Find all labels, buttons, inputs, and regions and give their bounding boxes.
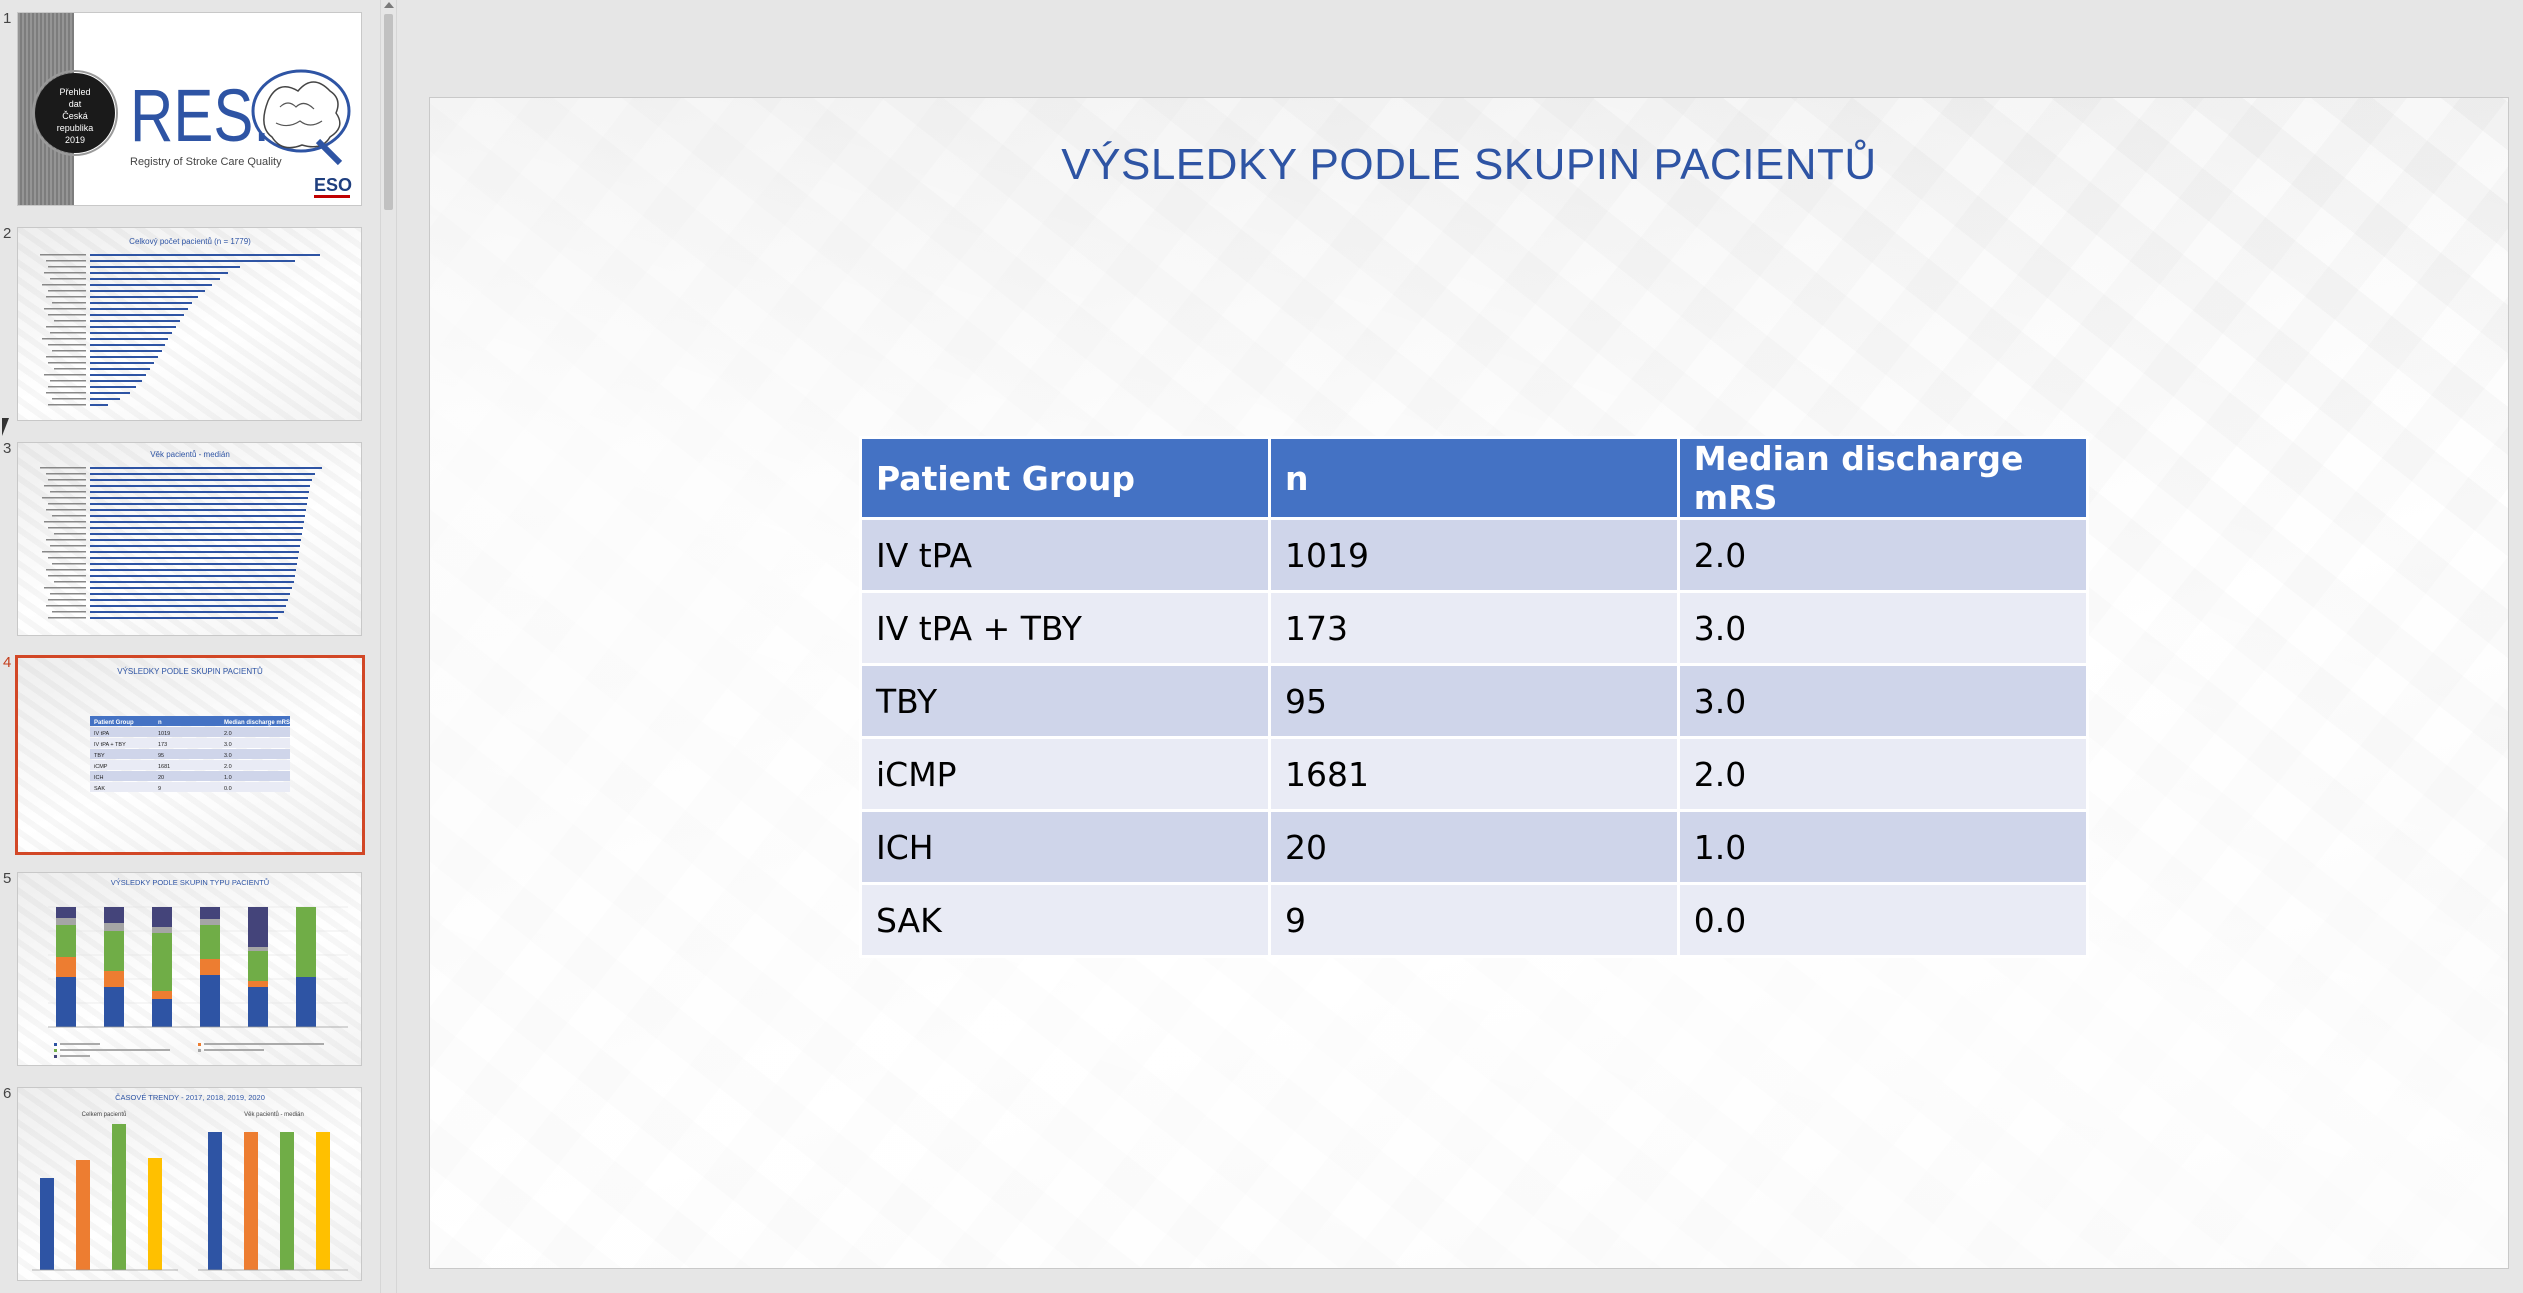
scroll-up-arrow-icon[interactable] bbox=[384, 2, 394, 8]
table-cell[interactable]: 173 bbox=[1268, 590, 1680, 666]
table-cell[interactable]: 2.0 bbox=[1676, 517, 2090, 593]
mouse-cursor bbox=[2, 418, 9, 436]
scrollbar-thumb[interactable] bbox=[384, 14, 393, 210]
table-cell[interactable]: 0.0 bbox=[1676, 882, 2090, 958]
slide-thumbnail-pane[interactable]: 1 Přehled dat Česká republika 2019 RES. … bbox=[0, 0, 380, 1293]
table-slide-preview: VÝSLEDKY PODLE SKUPIN PACIENTŮ Patient G… bbox=[90, 667, 290, 792]
table-cell[interactable]: 2.0 bbox=[1676, 736, 2090, 812]
svg-text:IV tPA: IV tPA bbox=[94, 731, 110, 737]
table-row: iCMP 1681 2.0 bbox=[859, 736, 2090, 812]
slide-title[interactable]: VÝSLEDKY PODLE SKUPIN PACIENTŮ bbox=[1061, 140, 1877, 189]
table-cell[interactable]: IV tPA + TBY bbox=[859, 590, 1271, 666]
table-cell[interactable]: ICH bbox=[859, 809, 1271, 885]
table-row: TBY 95 3.0 bbox=[859, 663, 2090, 739]
svg-text:0.0: 0.0 bbox=[224, 786, 232, 792]
header-cell[interactable]: Median discharge mRS bbox=[1676, 436, 2090, 520]
slide-thumbnail-1[interactable]: Přehled dat Česká republika 2019 RES. Re… bbox=[17, 12, 362, 206]
svg-text:2019: 2019 bbox=[65, 135, 85, 145]
svg-text:20: 20 bbox=[158, 775, 164, 781]
svg-text:1.0: 1.0 bbox=[224, 775, 232, 781]
table-cell[interactable]: 3.0 bbox=[1676, 663, 2090, 739]
svg-text:Věk pacientů - medián: Věk pacientů - medián bbox=[150, 450, 230, 459]
table-cell[interactable]: 1019 bbox=[1268, 517, 1680, 593]
svg-text:IV tPA + TBY: IV tPA + TBY bbox=[94, 742, 126, 748]
slide-thumbnail-4-selected[interactable]: VÝSLEDKY PODLE SKUPIN PACIENTŮ Patient G… bbox=[15, 655, 365, 855]
svg-text:Přehled: Přehled bbox=[59, 87, 90, 97]
table-cell[interactable]: 95 bbox=[1268, 663, 1680, 739]
thumbnail-number: 2 bbox=[3, 225, 12, 242]
svg-text:Registry of Stroke Care Qualit: Registry of Stroke Care Quality bbox=[130, 156, 282, 168]
svg-text:VÝSLEDKY PODLE SKUPIN TYPU PAC: VÝSLEDKY PODLE SKUPIN TYPU PACIENTŮ bbox=[111, 878, 269, 887]
svg-text:3.0: 3.0 bbox=[224, 742, 232, 748]
svg-text:Česká: Česká bbox=[62, 111, 88, 121]
svg-text:TBY: TBY bbox=[94, 753, 105, 759]
table-cell[interactable]: SAK bbox=[859, 882, 1271, 958]
table-cell[interactable]: 1.0 bbox=[1676, 809, 2090, 885]
svg-text:ČASOVÉ TRENDY - 2017, 2018, 20: ČASOVÉ TRENDY - 2017, 2018, 2019, 2020 bbox=[115, 1093, 265, 1102]
svg-text:Median discharge mRS: Median discharge mRS bbox=[224, 720, 290, 726]
thumbnail-number: 3 bbox=[3, 440, 12, 457]
svg-text:1019: 1019 bbox=[158, 731, 170, 737]
thumbnail-scrollbar[interactable] bbox=[380, 0, 397, 1293]
svg-text:dat: dat bbox=[69, 99, 82, 109]
svg-text:173: 173 bbox=[158, 742, 167, 748]
bar-chart-preview: Věk pacientů - medián bbox=[40, 450, 322, 619]
svg-text:VÝSLEDKY PODLE SKUPIN PACIENTŮ: VÝSLEDKY PODLE SKUPIN PACIENTŮ bbox=[117, 667, 263, 676]
table-cell[interactable]: 1681 bbox=[1268, 736, 1680, 812]
table-cell[interactable]: iCMP bbox=[859, 736, 1271, 812]
title-slide-preview: Přehled dat Česká republika 2019 RES. Re… bbox=[18, 13, 361, 205]
table-cell[interactable]: 3.0 bbox=[1676, 590, 2090, 666]
trend-chart-preview: ČASOVÉ TRENDY - 2017, 2018, 2019, 2020 C… bbox=[32, 1093, 348, 1271]
table-cell[interactable]: IV tPA bbox=[859, 517, 1271, 593]
slide-thumbnail-3[interactable]: Věk pacientů - medián bbox=[17, 442, 362, 636]
table-cell[interactable]: TBY bbox=[859, 663, 1271, 739]
svg-text:ESO: ESO bbox=[314, 175, 352, 195]
table-cell[interactable]: 20 bbox=[1268, 809, 1680, 885]
svg-text:3.0: 3.0 bbox=[224, 753, 232, 759]
table-header-row: Patient Group n Median discharge mRS bbox=[859, 436, 2090, 520]
svg-text:2.0: 2.0 bbox=[224, 764, 232, 770]
svg-text:SAK: SAK bbox=[94, 786, 105, 792]
svg-text:9: 9 bbox=[158, 786, 161, 792]
svg-text:Patient Group: Patient Group bbox=[94, 720, 134, 726]
table-cell[interactable]: 9 bbox=[1268, 882, 1680, 958]
thumbnail-number: 1 bbox=[3, 10, 12, 27]
table-row: IV tPA 1019 2.0 bbox=[859, 517, 2090, 593]
table-row: SAK 9 0.0 bbox=[859, 882, 2090, 958]
table-row: IV tPA + TBY 173 3.0 bbox=[859, 590, 2090, 666]
svg-text:ICH: ICH bbox=[94, 775, 104, 781]
thumbnail-number: 6 bbox=[3, 1085, 12, 1102]
svg-text:republika: republika bbox=[57, 123, 94, 133]
slide-thumbnail-5[interactable]: VÝSLEDKY PODLE SKUPIN TYPU PACIENTŮ bbox=[17, 872, 362, 1066]
svg-text:1681: 1681 bbox=[158, 764, 170, 770]
header-cell[interactable]: n bbox=[1268, 436, 1680, 520]
stacked-bar-preview: VÝSLEDKY PODLE SKUPIN TYPU PACIENTŮ bbox=[48, 878, 348, 1058]
svg-text:Věk pacientů - medián: Věk pacientů - medián bbox=[244, 1111, 304, 1118]
header-cell[interactable]: Patient Group bbox=[859, 436, 1271, 520]
svg-text:iCMP: iCMP bbox=[94, 764, 108, 770]
patient-group-table[interactable]: Patient Group n Median discharge mRS IV … bbox=[859, 436, 2090, 958]
svg-text:Celkem pacientů: Celkem pacientů bbox=[82, 1111, 127, 1118]
svg-text:95: 95 bbox=[158, 753, 164, 759]
svg-text:RES.: RES. bbox=[130, 74, 270, 157]
svg-text:Celkový počet pacientů (n = 17: Celkový počet pacientů (n = 1779) bbox=[129, 237, 251, 246]
slide-thumbnail-6[interactable]: ČASOVÉ TRENDY - 2017, 2018, 2019, 2020 C… bbox=[17, 1087, 362, 1281]
slide-canvas[interactable]: VÝSLEDKY PODLE SKUPIN PACIENTŮ Patient G… bbox=[429, 97, 2509, 1269]
bar-chart-preview: Celkový počet pacientů (n = 1779) bbox=[40, 237, 320, 406]
thumbnail-number: 5 bbox=[3, 870, 12, 887]
table-row: ICH 20 1.0 bbox=[859, 809, 2090, 885]
svg-text:n: n bbox=[158, 720, 162, 726]
thumbnail-number: 4 bbox=[3, 654, 12, 671]
slide-thumbnail-2[interactable]: Celkový počet pacientů (n = 1779) bbox=[17, 227, 362, 421]
svg-text:2.0: 2.0 bbox=[224, 731, 232, 737]
